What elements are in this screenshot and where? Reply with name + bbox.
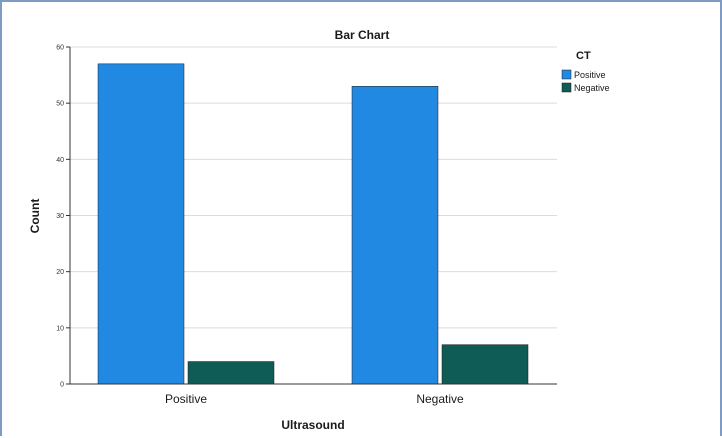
legend-label-positive: Positive [574,70,606,80]
y-tick-label: 20 [56,269,64,276]
legend-swatch-positive [561,69,572,80]
x-category-label: Negative [416,392,464,406]
chart-title: Bar Chart [335,28,390,42]
x-category-label: Positive [165,392,207,406]
category-labels: Positive Negative [165,392,464,406]
y-tick-label: 40 [56,157,64,164]
x-axis-title: Ultrasound [281,418,344,432]
y-tick-label: 60 [56,45,64,52]
legend-title: CT [576,50,591,62]
y-tick-label: 0 [60,382,64,389]
y-tick-label: 10 [56,325,64,332]
legend-label-negative: Negative [574,83,610,93]
legend-swatch-negative [561,82,572,93]
bar-negative-positive [351,86,439,385]
bar-positive-negative [187,361,275,385]
y-tick-label: 30 [56,213,64,220]
bars [97,63,529,385]
bar-negative-negative [441,344,529,385]
y-tick-label: 50 [56,101,64,108]
y-axis-title: Count [28,199,42,234]
legend: CT Positive Negative [561,50,610,93]
bar-positive-positive [97,63,185,385]
y-ticks: 0 10 20 30 40 50 60 [56,45,70,389]
